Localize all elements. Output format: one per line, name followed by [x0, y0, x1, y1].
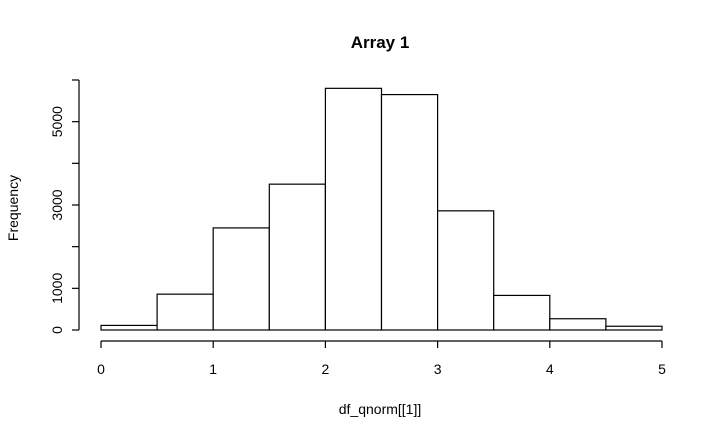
- histogram-bar-1: [156, 293, 214, 331]
- x-tick-label-2: 2: [322, 361, 330, 377]
- y-tick-label-0: 0: [49, 326, 65, 334]
- histogram-bar-8: [549, 318, 607, 331]
- histogram-bar-9: [605, 325, 663, 331]
- x-tick-label-3: 3: [434, 361, 442, 377]
- x-axis-label: df_qnorm[[1]]: [339, 401, 422, 417]
- chart-title: Array 1: [351, 33, 410, 52]
- histogram-bar-5: [380, 93, 439, 331]
- x-axis: 0 1 2 3 4 5: [97, 340, 666, 377]
- y-axis: 0 1000 3000 5000: [49, 79, 80, 334]
- y-tick-label-5: 5000: [49, 106, 65, 137]
- y-axis-label: Frequency: [5, 175, 21, 241]
- histogram-bar-2: [212, 227, 270, 331]
- histogram-bar-0: [100, 324, 158, 331]
- histogram-bar-6: [437, 210, 495, 331]
- y-tick-label-3: 3000: [49, 189, 65, 220]
- histogram-bars: [100, 87, 663, 331]
- y-tick-label-1: 1000: [49, 273, 65, 304]
- histogram-bar-4: [324, 87, 383, 331]
- x-tick-label-5: 5: [658, 361, 666, 377]
- histogram-bar-7: [493, 294, 551, 331]
- histogram-bar-3: [268, 183, 326, 331]
- x-tick-label-0: 0: [97, 361, 105, 377]
- x-tick-label-4: 4: [546, 361, 554, 377]
- x-tick-label-1: 1: [209, 361, 217, 377]
